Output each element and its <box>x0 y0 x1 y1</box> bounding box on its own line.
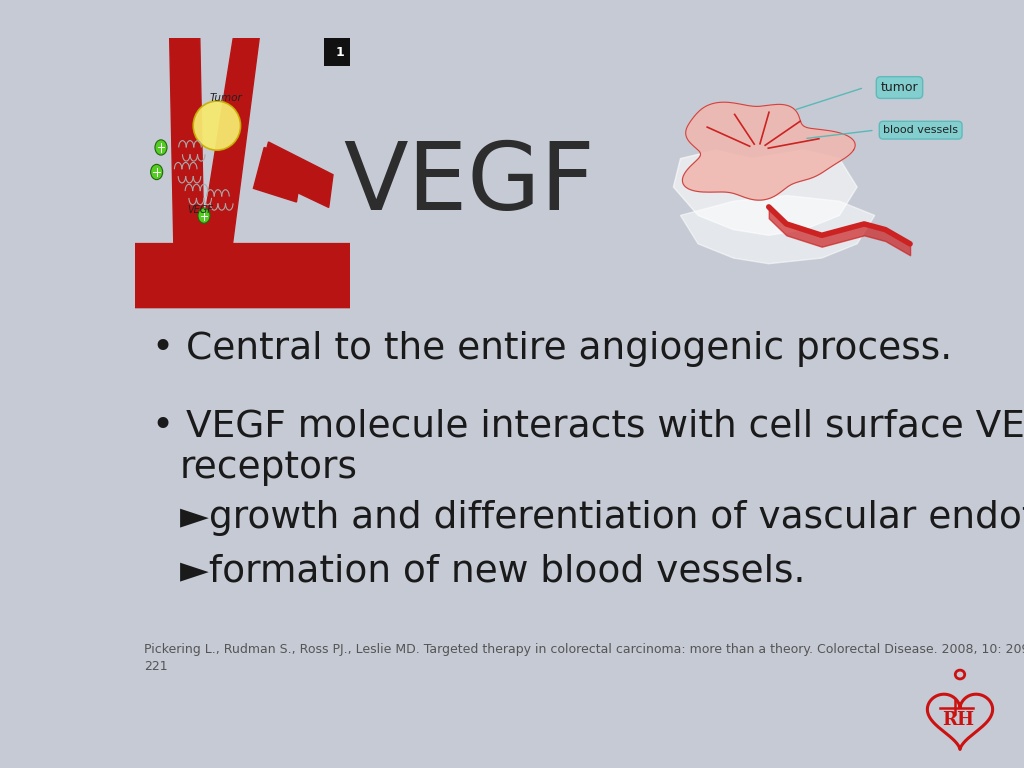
Text: receptors: receptors <box>179 450 357 485</box>
Text: Tumor: Tumor <box>209 94 242 104</box>
Text: ►formation of new blood vessels.: ►formation of new blood vessels. <box>179 553 805 589</box>
Polygon shape <box>200 33 260 248</box>
Text: • Central to the entire angiogenic process.: • Central to the entire angiogenic proce… <box>152 332 952 367</box>
Circle shape <box>198 208 210 223</box>
Text: VEGF: VEGF <box>186 205 213 215</box>
Text: 1: 1 <box>335 45 344 58</box>
Polygon shape <box>260 142 333 207</box>
Ellipse shape <box>194 101 241 151</box>
Polygon shape <box>674 150 857 235</box>
Text: blood vessels: blood vessels <box>883 125 958 135</box>
Text: RH: RH <box>942 711 974 730</box>
Text: ►growth and differentiation of vascular endothelial cells.: ►growth and differentiation of vascular … <box>179 500 1024 536</box>
FancyBboxPatch shape <box>120 243 366 308</box>
Text: VEGF: VEGF <box>343 137 595 230</box>
FancyBboxPatch shape <box>325 38 352 66</box>
Circle shape <box>155 140 167 155</box>
Text: Pickering L., Rudman S., Ross PJ., Leslie MD. Targeted therapy in colorectal car: Pickering L., Rudman S., Ross PJ., Lesli… <box>143 643 1024 673</box>
Circle shape <box>151 164 163 180</box>
Polygon shape <box>170 33 204 248</box>
Polygon shape <box>682 102 855 200</box>
Polygon shape <box>254 147 303 202</box>
Text: tumor: tumor <box>881 81 919 94</box>
Polygon shape <box>680 196 874 263</box>
Text: • VEGF molecule interacts with cell surface VEGF: • VEGF molecule interacts with cell surf… <box>152 409 1024 444</box>
